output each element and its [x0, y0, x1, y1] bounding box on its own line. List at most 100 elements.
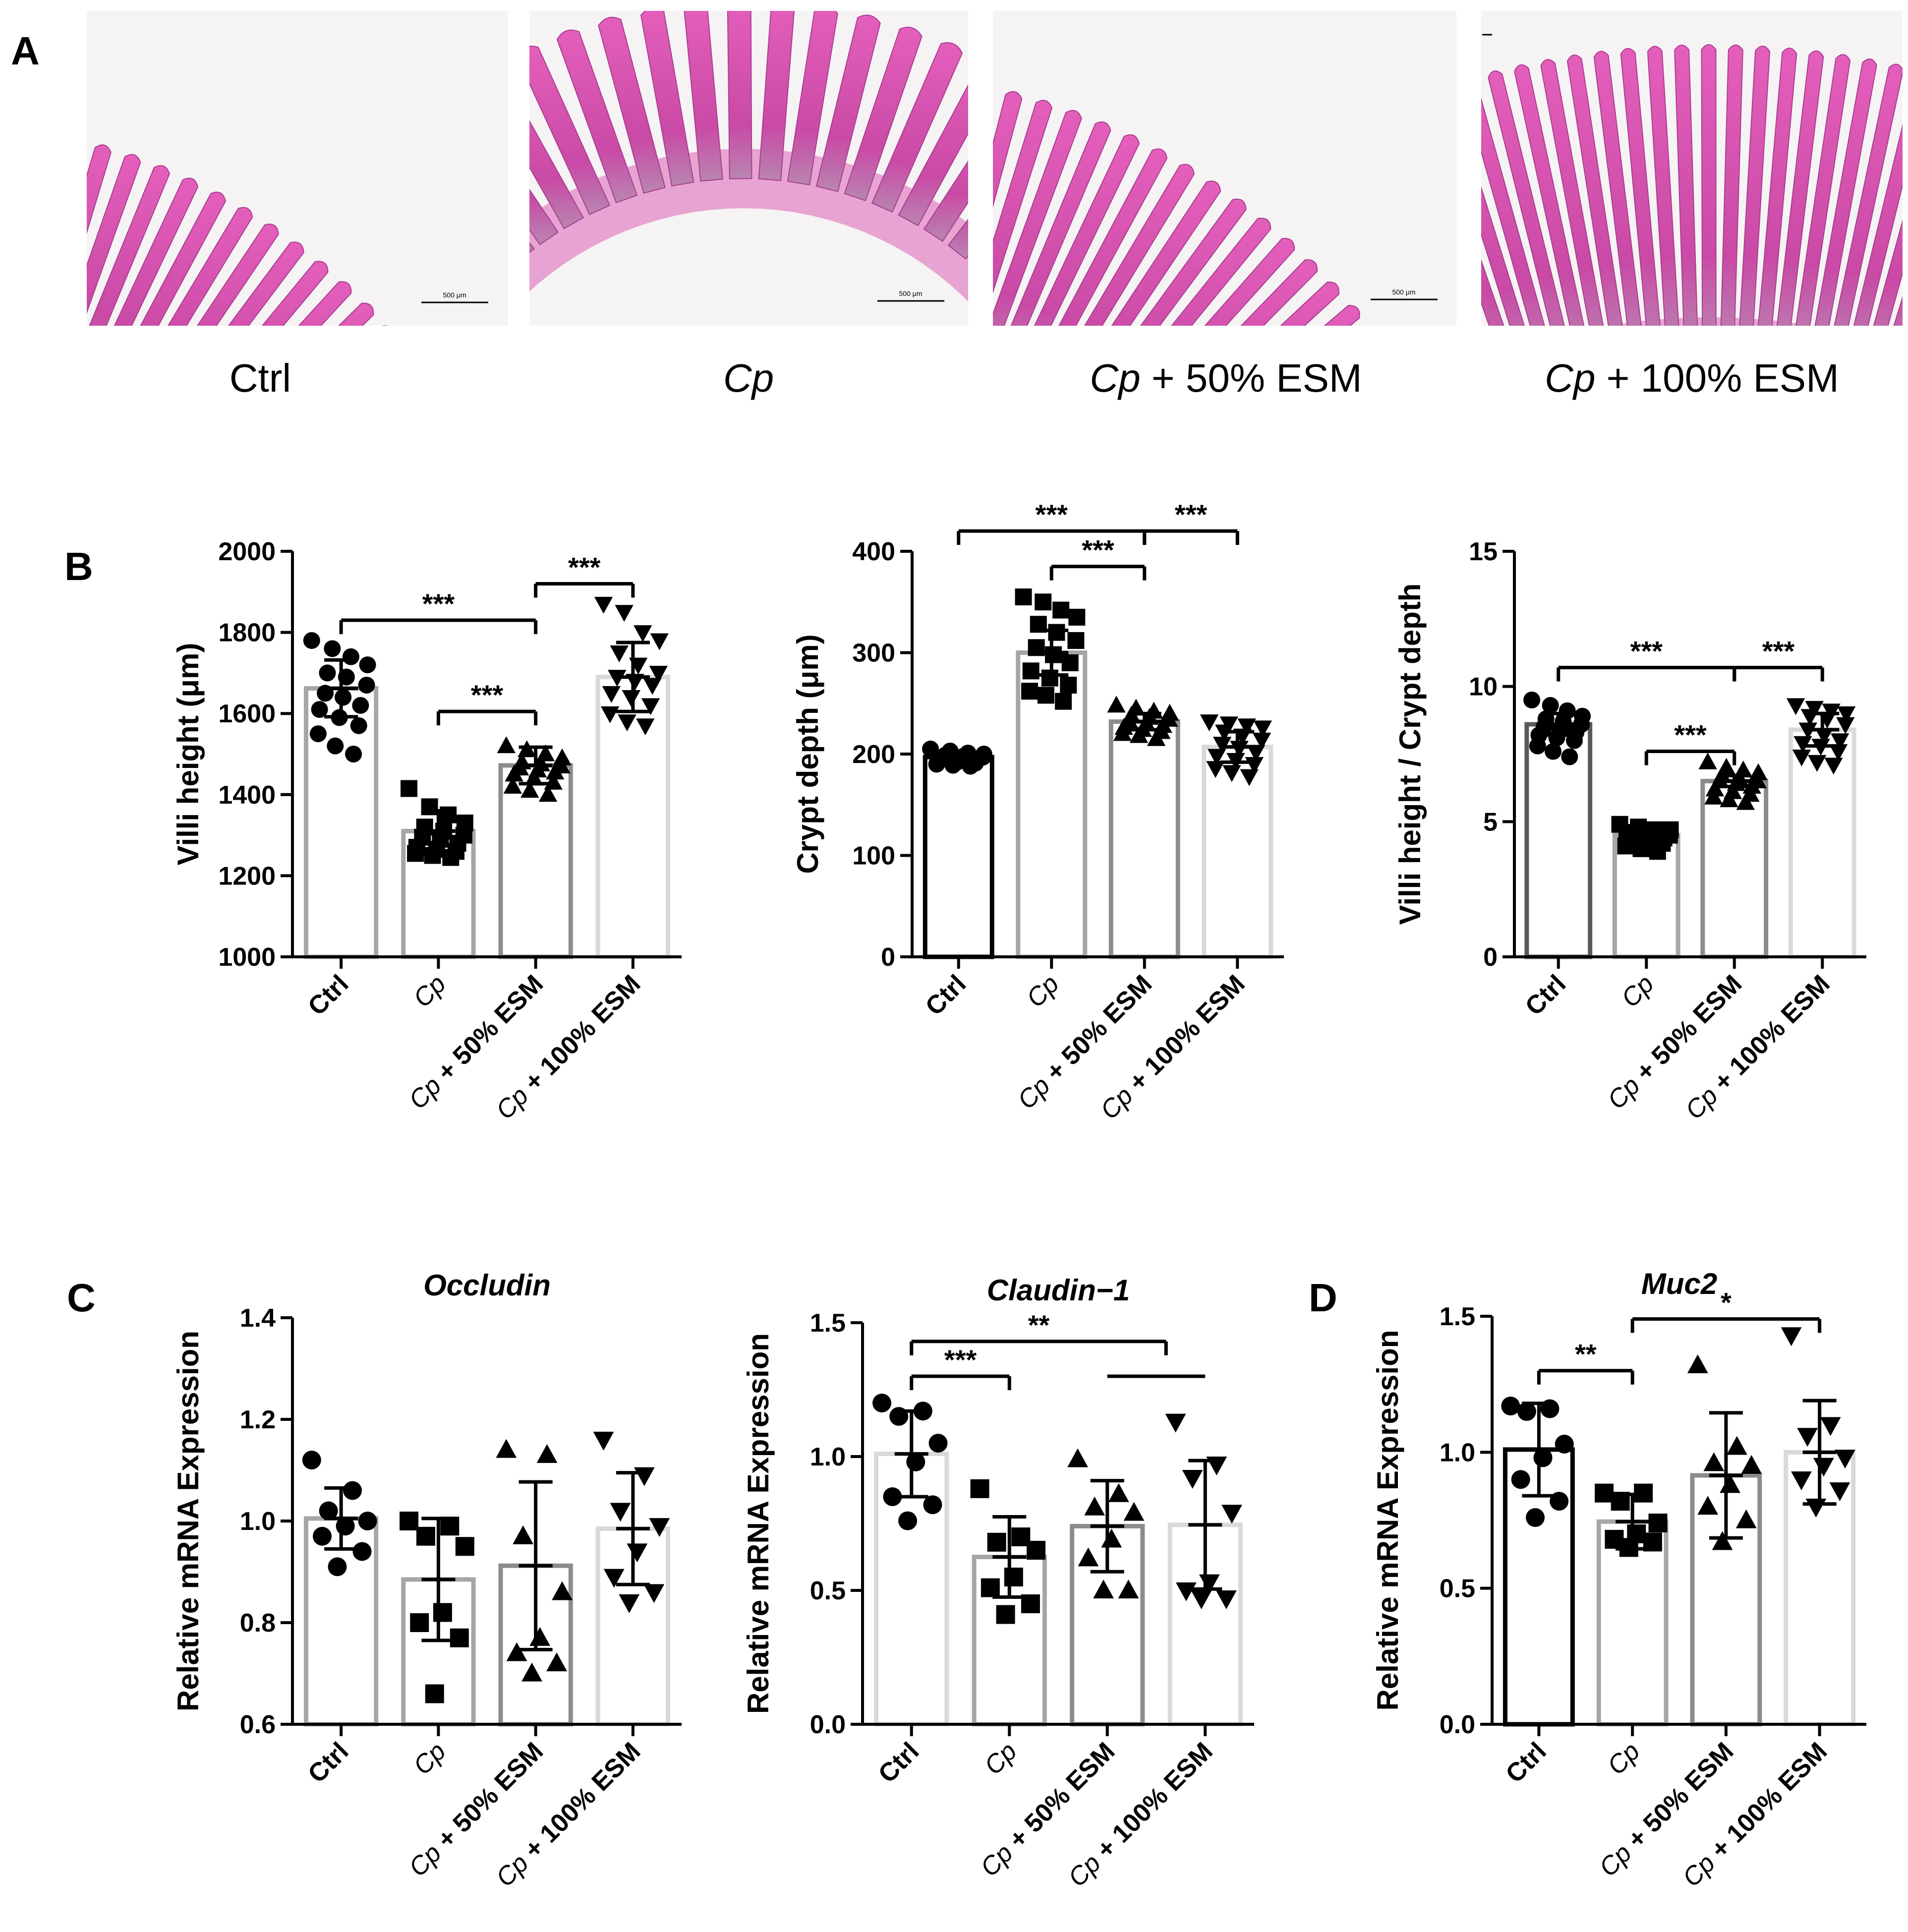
villus	[993, 110, 1082, 326]
villus	[529, 46, 611, 216]
villus	[529, 188, 559, 245]
data-point	[546, 762, 565, 780]
villus	[787, 11, 838, 185]
cp-italic: Cp	[408, 969, 452, 1013]
data-point	[506, 1642, 527, 1661]
error-bar-1	[1616, 1492, 1650, 1551]
scale-bar-label: 500 μm	[899, 290, 923, 297]
data-point	[521, 1662, 542, 1682]
data-point	[636, 718, 655, 736]
data-point	[1542, 697, 1559, 714]
data-point	[1067, 632, 1085, 649]
data-point	[496, 1439, 517, 1458]
data-point	[650, 633, 669, 650]
data-point	[872, 1394, 892, 1412]
villus	[0, 125, 20, 352]
data-point	[1781, 1327, 1802, 1347]
histology-ctrl: 500 μm	[0, 11, 508, 606]
error-bar-1	[1629, 828, 1664, 843]
error-bar-3	[1805, 711, 1840, 748]
y-axis-label: Villi height (μm)	[172, 643, 205, 866]
data-point	[1830, 733, 1850, 751]
points-group-2	[1698, 752, 1768, 810]
data-point	[649, 1518, 670, 1537]
data-point	[1147, 729, 1166, 746]
data-point	[1129, 726, 1149, 743]
data-point	[303, 632, 320, 649]
data-point	[615, 605, 634, 622]
data-point	[1726, 1436, 1747, 1455]
data-point	[524, 768, 543, 786]
label-rest: + 50% ESM	[1141, 356, 1362, 400]
data-point	[1021, 683, 1039, 700]
y-tick-label: 1400	[218, 781, 276, 810]
data-point	[1703, 1452, 1725, 1471]
x-tick-label-1: Cp	[1021, 969, 1065, 1013]
data-point	[610, 1503, 631, 1522]
data-point	[996, 1605, 1015, 1624]
villus	[871, 42, 963, 213]
data-point	[970, 1479, 989, 1498]
data-point	[1045, 646, 1062, 663]
significance-bracket: ***	[339, 588, 538, 635]
data-point	[922, 740, 939, 758]
data-point	[352, 697, 369, 714]
x-tick-label-0: Ctrl	[873, 1737, 925, 1788]
villus	[292, 510, 508, 606]
villus	[993, 100, 1053, 294]
data-point	[425, 1684, 444, 1703]
significance-label: ***	[1082, 534, 1114, 566]
caption-ctrl-text: Ctrl	[230, 356, 291, 400]
data-point	[1037, 687, 1054, 704]
data-point	[1517, 1402, 1536, 1421]
x-tick-label-0: Ctrl	[1501, 1737, 1552, 1788]
data-point	[1648, 1513, 1668, 1532]
data-point	[1084, 1496, 1105, 1516]
significance-label: ***	[1630, 635, 1663, 666]
y-tick-label: 1800	[218, 619, 276, 647]
data-point	[987, 1532, 1006, 1552]
data-point	[352, 1542, 372, 1561]
data-point	[1829, 744, 1848, 761]
significance-bracket: ***	[534, 551, 635, 598]
error-bar-1	[421, 1517, 456, 1642]
caption-cp: Cp	[723, 356, 774, 400]
villus	[196, 224, 279, 326]
data-point	[407, 845, 424, 862]
villus	[1776, 50, 1824, 326]
data-point	[497, 736, 516, 754]
significance-label: **	[1028, 1309, 1050, 1341]
villus	[1593, 51, 1642, 326]
villus	[265, 426, 467, 551]
error-bar-2	[1090, 1479, 1124, 1574]
villus	[382, 325, 388, 326]
villus	[87, 154, 141, 314]
data-point	[1649, 843, 1666, 860]
x-tick-label-0: Ctrl	[1520, 969, 1571, 1021]
data-point	[1052, 601, 1070, 619]
data-point	[1712, 1531, 1733, 1550]
y-tick-label: 1.0	[240, 1507, 276, 1536]
villus	[1034, 134, 1140, 326]
y-tick-label: 2000	[218, 537, 276, 566]
significance-bracket: ***	[910, 1344, 1011, 1390]
data-point	[1687, 1354, 1708, 1373]
data-point	[1720, 790, 1738, 808]
data-point	[1523, 691, 1541, 708]
data-point	[1067, 1448, 1088, 1467]
data-point	[513, 1525, 534, 1544]
chart-title: Muc2	[1641, 1267, 1717, 1300]
cp-italic: Cp	[979, 1737, 1023, 1780]
data-point	[400, 1512, 419, 1530]
data-point	[1749, 763, 1768, 780]
data-point	[1216, 1590, 1237, 1610]
villus	[1566, 55, 1623, 326]
villus	[993, 91, 1023, 208]
villus	[898, 84, 968, 227]
y-tick-label: 0.5	[810, 1577, 846, 1605]
data-point	[358, 1512, 377, 1530]
villus	[1739, 46, 1771, 326]
